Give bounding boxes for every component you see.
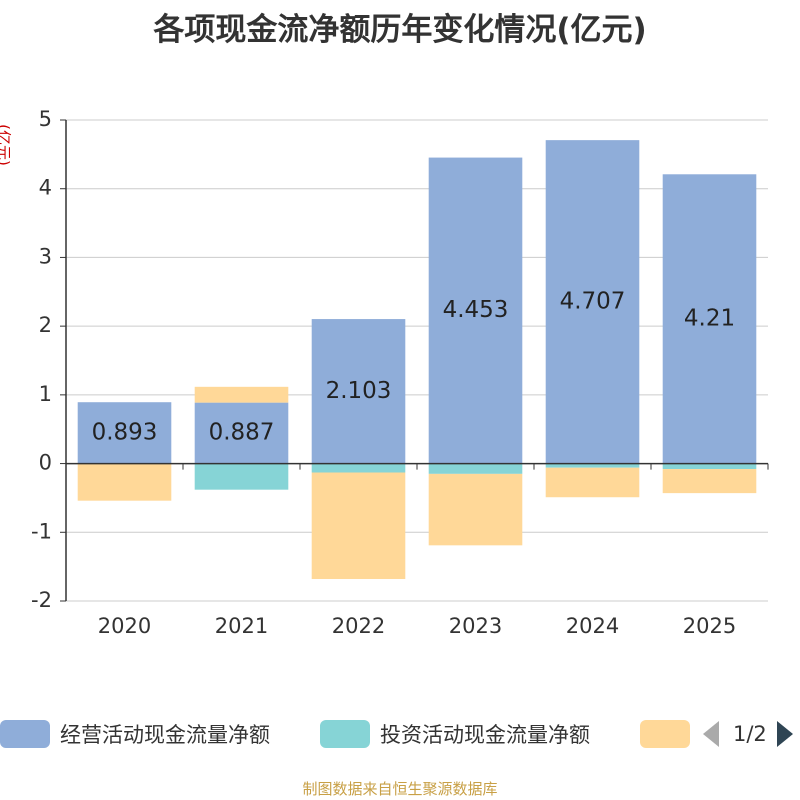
bar-2-2021 <box>194 463 289 490</box>
bar-2-2025 <box>662 463 757 470</box>
data-label-2022: 2.103 <box>326 378 392 404</box>
bar-2-2023 <box>428 463 523 474</box>
legend-item-2[interactable]: 投资活动现金流量净额 <box>320 716 590 752</box>
pager-next-icon[interactable] <box>776 721 793 747</box>
x-tick-label: 2023 <box>449 614 502 638</box>
data-label-2024: 4.707 <box>560 288 626 314</box>
data-label-2021: 0.887 <box>209 420 275 446</box>
pager-text: 1/2 <box>733 722 767 746</box>
y-tick-label: 4 <box>39 176 52 200</box>
bar-1-2025 <box>662 174 757 464</box>
y-tick-label: 2 <box>39 313 52 337</box>
pager-prev-icon[interactable] <box>703 721 719 747</box>
chart-plot-area: -2 -1 0 1 2 3 4 5 2020 2021 2022 2023 2024 2025 0.893… <box>0 107 769 638</box>
bar-3-2024 <box>545 467 640 498</box>
y-tick-label: 1 <box>39 382 52 406</box>
legend-label: 经营活动现金流量净额 <box>60 723 270 747</box>
bar-1-2020 <box>77 402 172 464</box>
legend-item-1[interactable]: 经营活动现金流量净额 <box>0 716 270 752</box>
legend-swatch <box>320 720 370 748</box>
bar-2-2024 <box>545 463 640 468</box>
x-tick-label: 2020 <box>98 614 151 638</box>
bar-3-2025 <box>662 469 757 494</box>
source-note: 制图数据来自恒生聚源数据库 <box>302 780 498 798</box>
y-axis-title: (亿元) <box>0 124 13 166</box>
bar-1-2022 <box>311 319 406 464</box>
bar-3-2023 <box>428 473 523 546</box>
y-tick-label: -1 <box>31 519 52 543</box>
bar-1-2021 <box>194 402 289 464</box>
chart-title: 各项现金流净额历年变化情况(亿元) <box>153 12 647 48</box>
data-label-2020: 0.893 <box>92 419 158 445</box>
bar-3-2022 <box>311 472 406 580</box>
x-tick-label: 2025 <box>683 614 736 638</box>
legend-swatch <box>0 720 50 748</box>
legend-pager: 1/2 <box>700 716 800 752</box>
y-tick-label: 5 <box>39 107 52 131</box>
y-tick-label: -2 <box>31 588 52 612</box>
y-tick-label: 3 <box>39 244 52 268</box>
bar-3-2021 <box>194 386 289 403</box>
y-tick-label: 0 <box>39 451 52 475</box>
data-label-2023: 4.453 <box>443 297 509 323</box>
bar-3-2020 <box>77 463 172 501</box>
bar-2-2022 <box>311 463 406 473</box>
legend-swatch <box>640 720 690 748</box>
data-label-2025: 4.21 <box>684 305 735 331</box>
legend-label: 投资活动现金流量净额 <box>380 723 590 747</box>
x-tick-label: 2021 <box>215 614 268 638</box>
x-tick-label: 2024 <box>566 614 619 638</box>
legend: 经营活动现金流量净额 投资活动现金流量净额 <box>0 716 800 752</box>
x-tick-label: 2022 <box>332 614 385 638</box>
legend-item-3[interactable] <box>640 716 690 752</box>
bar-1-2024 <box>545 140 640 464</box>
bar-1-2023 <box>428 157 523 464</box>
